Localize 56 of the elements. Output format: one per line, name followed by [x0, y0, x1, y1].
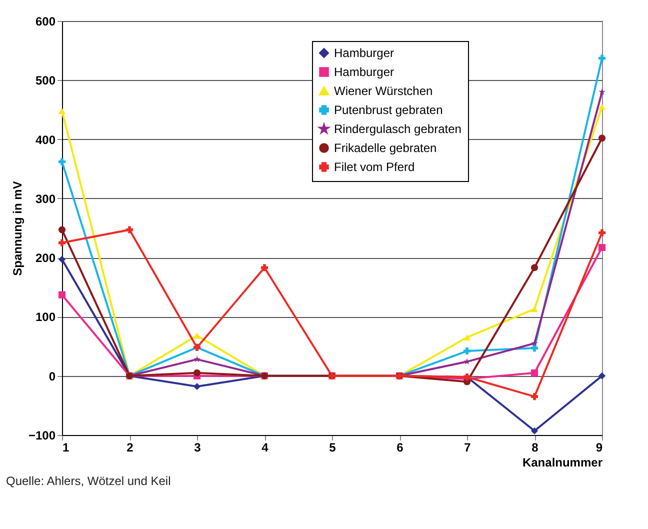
legend-label: Rindergulasch gebraten	[334, 122, 462, 136]
legend-label: Putenbrust gebraten	[334, 103, 443, 117]
point	[598, 88, 606, 95]
point	[58, 291, 66, 298]
point	[193, 369, 201, 376]
point	[58, 256, 66, 263]
point	[464, 358, 470, 365]
legend-label: Hamburger	[334, 46, 394, 60]
x-tick-label: 7	[464, 440, 472, 454]
point	[598, 104, 606, 110]
point	[194, 356, 200, 362]
point	[260, 264, 268, 272]
point	[193, 332, 201, 339]
y-tick-label: 100	[35, 310, 56, 324]
point	[530, 344, 538, 352]
point	[598, 54, 606, 62]
y-tick-label: 600	[35, 14, 56, 28]
point	[463, 347, 471, 355]
point	[193, 382, 201, 390]
point	[58, 226, 66, 234]
point	[598, 229, 606, 236]
point	[530, 306, 538, 312]
x-tick-label: 5	[329, 440, 336, 454]
y-tick-label: 200	[35, 251, 56, 266]
point	[598, 372, 606, 380]
x-tick-label: 3	[194, 440, 202, 454]
point	[530, 393, 538, 400]
legend-label: Filet vom Pferd	[334, 160, 415, 174]
x-tick-label: 2	[126, 440, 134, 454]
point	[598, 244, 606, 252]
point	[531, 340, 538, 346]
x-tick-label: 1	[62, 440, 70, 454]
point	[58, 158, 66, 166]
point	[58, 108, 66, 114]
y-tick-label: −100	[28, 428, 56, 442]
point	[598, 134, 606, 142]
y-tick-label: 400	[35, 132, 56, 147]
legend-label: Frikadelle gebraten	[334, 141, 437, 155]
y-tick-label: 300	[35, 192, 56, 206]
x-tick-label: 8	[532, 440, 539, 454]
point	[58, 239, 66, 246]
x-tick-label: 6	[396, 440, 404, 454]
legend-label: Wiener Würstchen	[334, 84, 433, 98]
y-axis-title: Spannung in mV	[10, 181, 24, 276]
point	[530, 264, 538, 272]
y-tick-label: 500	[35, 74, 56, 88]
point	[530, 427, 538, 434]
source-note: Quelle: Ahlers, Wötzel und Keil	[5, 473, 172, 490]
point	[530, 369, 538, 376]
x-tick-label: 4	[262, 440, 269, 454]
x-tick-label: 9	[596, 440, 603, 454]
y-tick-label: 0	[48, 369, 56, 384]
legend-label: Hamburger	[334, 65, 394, 79]
point	[463, 334, 471, 340]
x-axis-title: Kanalnummer	[522, 456, 603, 470]
point	[126, 226, 134, 234]
